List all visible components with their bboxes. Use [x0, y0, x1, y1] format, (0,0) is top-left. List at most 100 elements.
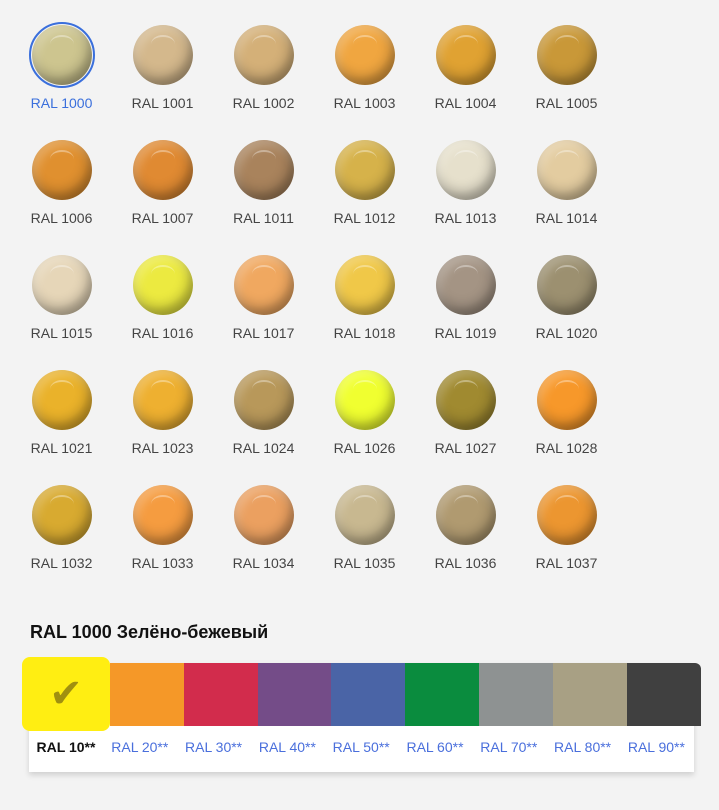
color-swatch-item[interactable]: RAL 1014 [516, 137, 617, 252]
color-ball [435, 25, 496, 85]
color-code-label: RAL 1014 [535, 210, 598, 226]
color-swatch-item[interactable]: RAL 1006 [11, 137, 112, 252]
color-ball [233, 370, 294, 430]
color-ball [334, 485, 395, 545]
color-swatch-item[interactable]: RAL 1035 [314, 482, 415, 597]
color-group-tab[interactable]: RAL 50** [332, 739, 390, 755]
color-code-label: RAL 1012 [333, 210, 396, 226]
color-group-swatch[interactable] [331, 663, 406, 726]
color-code-label: RAL 1034 [232, 555, 295, 571]
color-group-swatch[interactable] [626, 663, 701, 726]
color-ball [334, 370, 395, 430]
color-group-swatch[interactable] [405, 663, 480, 726]
color-code-label: RAL 1018 [333, 325, 396, 341]
color-group-swatch[interactable] [183, 663, 258, 726]
color-code-label: RAL 1003 [333, 95, 396, 111]
color-swatch-item[interactable]: RAL 1033 [112, 482, 213, 597]
color-code-label: RAL 1023 [131, 440, 194, 456]
color-swatch-item[interactable]: RAL 1004 [415, 22, 516, 137]
color-group-swatch[interactable] [552, 663, 627, 726]
color-ball [31, 140, 92, 200]
color-swatch-item[interactable]: RAL 1037 [516, 482, 617, 597]
checkmark-icon: ✔ [49, 672, 83, 716]
color-group-swatch[interactable] [257, 663, 332, 726]
color-swatch-item[interactable]: RAL 1005 [516, 22, 617, 137]
color-ball [31, 485, 92, 545]
color-code-label: RAL 1007 [131, 210, 194, 226]
color-group-swatch[interactable] [479, 663, 553, 726]
color-code-label: RAL 1002 [232, 95, 295, 111]
color-group-tabs: ✔ RAL 10** RAL 20** RAL 30** RAL 40** RAL 50*… [22, 657, 701, 772]
selection-ring [231, 22, 297, 88]
color-code-label: RAL 1017 [232, 325, 295, 341]
color-code-label: RAL 1036 [434, 555, 497, 571]
color-ball [233, 25, 294, 85]
color-code-label: RAL 1028 [535, 440, 598, 456]
color-ball [435, 255, 496, 315]
color-group-tab[interactable]: RAL 20** [111, 739, 169, 755]
color-swatch-item[interactable]: RAL 1023 [112, 367, 213, 482]
selection-ring [534, 367, 600, 433]
color-ball [132, 255, 193, 315]
color-ball [334, 25, 395, 85]
color-ball [536, 370, 597, 430]
selected-color-title: RAL 1000 Зелёно-бежевый [30, 622, 269, 642]
color-swatch-item[interactable]: RAL 1015 [11, 252, 112, 367]
color-code-label: RAL 1004 [434, 95, 497, 111]
color-group-tab[interactable]: RAL 30** [185, 739, 243, 755]
color-ball [132, 485, 193, 545]
color-swatch-item[interactable]: RAL 1026 [314, 367, 415, 482]
color-ball [233, 255, 294, 315]
selection-ring [29, 252, 95, 318]
color-swatch-item[interactable]: RAL 1003 [314, 22, 415, 137]
selection-ring [130, 137, 196, 203]
color-swatch-item[interactable]: RAL 1002 [213, 22, 314, 137]
color-code-label: RAL 1035 [333, 555, 396, 571]
color-swatch-item[interactable]: RAL 1011 [213, 137, 314, 252]
color-swatch-item[interactable]: RAL 1000 [11, 22, 112, 137]
color-swatch-item[interactable]: RAL 1012 [314, 137, 415, 252]
color-swatch-item[interactable]: RAL 1020 [516, 252, 617, 367]
color-swatch-item[interactable]: RAL 1027 [415, 367, 516, 482]
color-swatch-item[interactable]: RAL 1007 [112, 137, 213, 252]
color-group-tab[interactable]: RAL 80** [554, 739, 612, 755]
selection-ring [130, 482, 196, 548]
color-group-tab[interactable]: RAL 70** [480, 739, 538, 755]
selection-ring [433, 252, 499, 318]
color-ball [31, 370, 92, 430]
color-group-swatch[interactable] [110, 663, 184, 726]
color-group-tab[interactable]: RAL 90** [627, 739, 685, 755]
color-swatch-item[interactable]: RAL 1001 [112, 22, 213, 137]
color-swatch-item[interactable]: RAL 1016 [112, 252, 213, 367]
color-swatch-item[interactable]: RAL 1021 [11, 367, 112, 482]
color-code-label: RAL 1026 [333, 440, 396, 456]
color-group-swatch[interactable]: ✔ [22, 657, 110, 731]
color-ball [31, 25, 92, 85]
color-ball [435, 485, 496, 545]
color-ball [132, 370, 193, 430]
color-swatch-item[interactable]: RAL 1018 [314, 252, 415, 367]
color-swatch-item[interactable]: RAL 1019 [415, 252, 516, 367]
color-code-label: RAL 1021 [30, 440, 93, 456]
color-ball [132, 140, 193, 200]
color-swatch-item[interactable]: RAL 1036 [415, 482, 516, 597]
color-swatch-item[interactable]: RAL 1024 [213, 367, 314, 482]
selection-ring [231, 252, 297, 318]
color-swatch-item[interactable]: RAL 1034 [213, 482, 314, 597]
color-ball [132, 25, 193, 85]
color-ball [334, 140, 395, 200]
selection-ring [28, 22, 95, 88]
color-swatch-item[interactable]: RAL 1032 [11, 482, 112, 597]
color-code-label: RAL 1024 [232, 440, 295, 456]
selection-ring [332, 482, 398, 548]
color-ball [334, 255, 395, 315]
selection-ring [231, 137, 297, 203]
selection-ring [29, 482, 95, 548]
color-swatch-item[interactable]: RAL 1028 [516, 367, 617, 482]
color-group-tab[interactable]: RAL 60** [406, 739, 464, 755]
color-swatch-item[interactable]: RAL 1017 [213, 252, 314, 367]
color-group-tab[interactable]: RAL 10** [36, 739, 96, 755]
color-group-tab[interactable]: RAL 40** [258, 739, 316, 755]
color-swatch-item[interactable]: RAL 1013 [415, 137, 516, 252]
